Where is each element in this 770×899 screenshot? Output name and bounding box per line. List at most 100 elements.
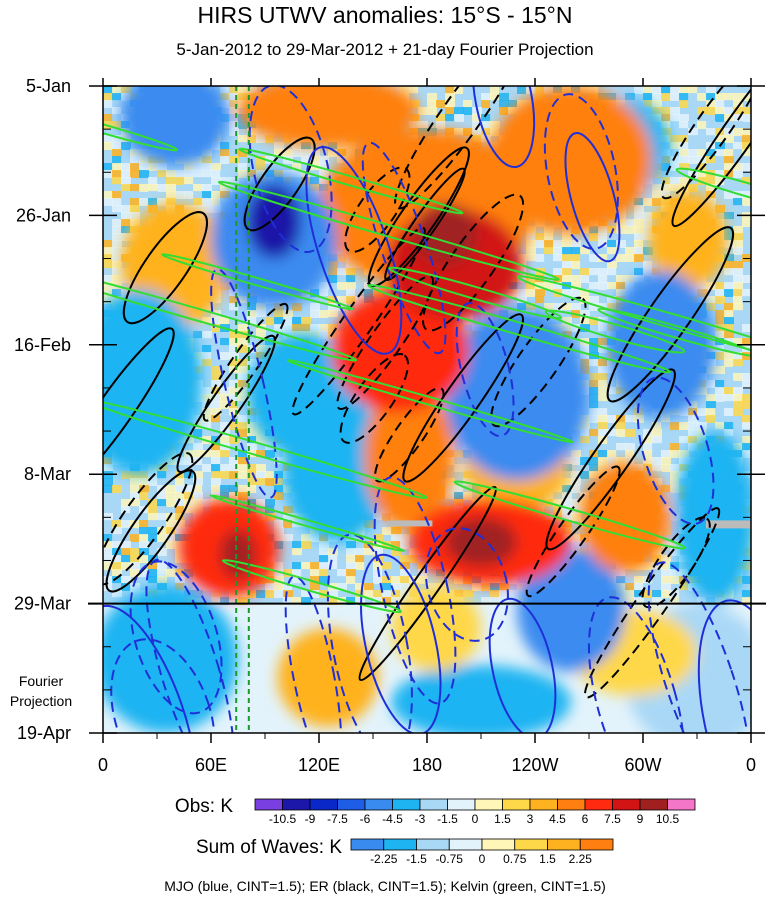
speckle-cell: [742, 107, 751, 115]
speckle-cell: [571, 282, 581, 290]
speckle-cell: [445, 499, 455, 507]
speckle-cell: [427, 93, 437, 101]
speckle-cell: [130, 212, 140, 220]
speckle-cell: [103, 576, 113, 584]
speckle-cell: [679, 128, 689, 136]
speckle-cell: [337, 275, 347, 283]
speckle-cell: [643, 233, 653, 241]
speckle-cell: [571, 485, 581, 493]
speckle-cell: [256, 471, 266, 479]
speckle-cell: [661, 422, 671, 430]
speckle-cell: [661, 450, 671, 458]
speckle-cell: [742, 149, 751, 157]
speckle-cell: [166, 541, 176, 549]
speckle-cell: [112, 590, 122, 598]
waves-colorbar-tick: 0.75: [503, 852, 527, 866]
speckle-cell: [157, 562, 167, 570]
speckle-cell: [697, 149, 707, 157]
missing-data-stripe: [387, 520, 433, 527]
speckle-cell: [202, 156, 212, 164]
speckle-cell: [697, 86, 707, 94]
speckle-cell: [220, 422, 230, 430]
obs-colorbar-cell: [309, 798, 338, 811]
speckle-cell: [544, 282, 554, 290]
speckle-cell: [157, 513, 167, 521]
er-contour: [660, 86, 751, 200]
speckle-cell: [121, 156, 131, 164]
speckle-cell: [130, 170, 140, 178]
colorbars: -10.5 -9 -7.5 -6 -4.5 -3 -1.5 0 1.5 3 4.5 6 7.5 9 10.5…: [175, 796, 696, 866]
anomaly-blob: [331, 289, 469, 413]
speckle-cell: [256, 345, 266, 353]
speckle-cell: [130, 499, 140, 507]
speckle-cell: [247, 457, 257, 465]
speckle-cell: [283, 520, 293, 528]
speckle-cell: [247, 422, 257, 430]
speckle-cell: [661, 583, 671, 591]
anomaly-blob: [121, 86, 229, 167]
speckle-cell: [229, 107, 239, 115]
speckle-cell: [724, 387, 734, 395]
speckle-cell: [643, 240, 653, 248]
speckle-cell: [220, 394, 230, 402]
speckle-cell: [508, 289, 518, 297]
speckle-cell: [157, 184, 167, 192]
speckle-cell: [607, 240, 617, 248]
speckle-cell: [103, 506, 113, 514]
anomaly-blob: [283, 394, 391, 542]
kelvin-contour: [103, 399, 428, 499]
speckle-cell: [112, 107, 122, 115]
speckle-cell: [328, 149, 338, 157]
speckle-cell: [598, 373, 608, 381]
speckle-cell: [238, 163, 248, 171]
speckle-cell: [355, 583, 365, 591]
speckle-cell: [679, 114, 689, 122]
speckle-cell: [211, 597, 221, 605]
speckle-cell: [310, 170, 320, 178]
mjo-contour: [587, 596, 686, 733]
speckle-cell: [274, 562, 284, 570]
speckle-cell: [247, 359, 257, 367]
speckle-cell: [733, 373, 743, 381]
chart-subtitle: 5-Jan-2012 to 29-Mar-2012 + 21-day Fouri…: [176, 40, 594, 59]
speckle-cell: [175, 191, 185, 199]
speckle-cell: [670, 121, 680, 129]
speckle-cell: [112, 121, 122, 129]
speckle-cell: [202, 485, 212, 493]
x-tick-label: 0: [98, 755, 108, 775]
speckle-cell: [238, 485, 248, 493]
speckle-cell: [202, 191, 212, 199]
speckle-cell: [220, 471, 230, 479]
kelvin-contour: [675, 167, 751, 213]
speckle-cell: [319, 548, 329, 556]
speckle-cell: [391, 576, 401, 584]
speckle-cell: [337, 569, 347, 577]
speckle-cell: [337, 149, 347, 157]
speckle-cell: [580, 436, 590, 444]
speckle-cell: [202, 415, 212, 423]
speckle-cell: [319, 555, 329, 563]
speckle-cell: [175, 457, 185, 465]
speckle-cell: [274, 576, 284, 584]
speckle-cell: [553, 233, 563, 241]
speckle-cell: [112, 100, 122, 108]
speckle-cell: [229, 310, 239, 318]
speckle-cell: [679, 177, 689, 185]
speckle-cell: [184, 443, 194, 451]
speckle-cell: [346, 541, 356, 549]
speckle-cell: [535, 240, 545, 248]
speckle-cell: [724, 352, 734, 360]
speckle-cell: [499, 93, 509, 101]
er-contour: [606, 226, 735, 403]
speckle-cell: [733, 310, 743, 318]
obs-colorbar-tick: 6: [582, 812, 589, 826]
missing-data-stripe: [706, 520, 751, 529]
speckle-cell: [625, 247, 635, 255]
speckle-cell: [589, 436, 599, 444]
speckle-cell: [121, 233, 131, 241]
speckle-cell: [526, 268, 536, 276]
speckle-cell: [202, 338, 212, 346]
obs-colorbar-tick: 9: [637, 812, 644, 826]
speckle-cell: [733, 422, 743, 430]
speckle-cell: [670, 513, 680, 521]
